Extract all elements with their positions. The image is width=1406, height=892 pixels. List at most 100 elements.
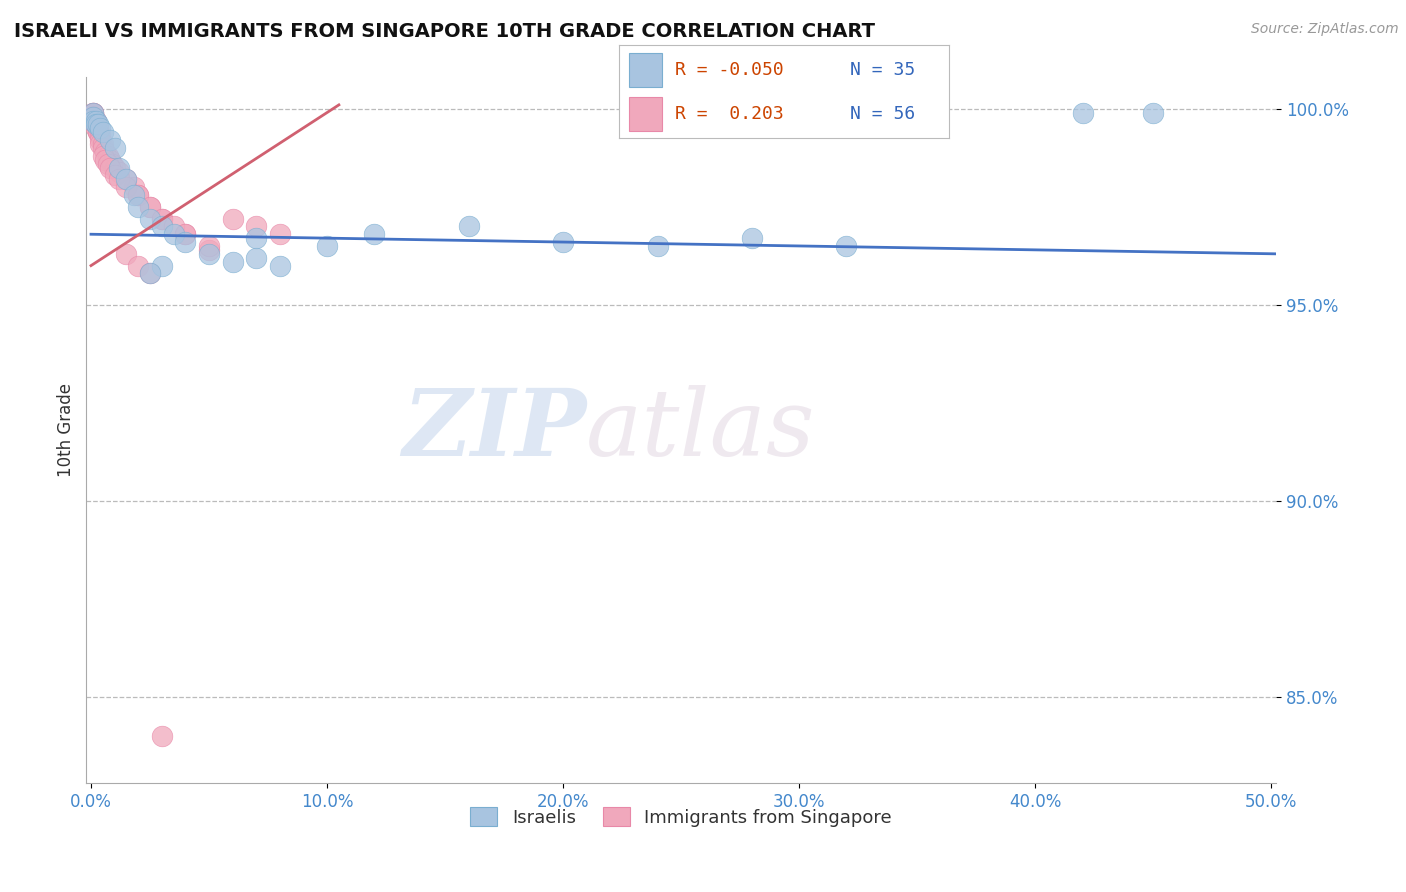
Point [91,149,114,163]
Point [82,110,104,124]
Point [457,219,479,234]
Point [150,211,173,226]
Point [127,200,149,214]
Point [198,243,221,257]
Point [139,267,162,281]
Text: R =  0.203: R = 0.203 [675,105,783,123]
Point [98,161,121,175]
Point [269,227,291,242]
Point [84,113,107,128]
Point [104,141,127,155]
Point [84,113,107,128]
Point [139,200,162,214]
Point [1142,105,1164,120]
Text: ISRAELI VS IMMIGRANTS FROM SINGAPORE 10TH GRADE CORRELATION CHART: ISRAELI VS IMMIGRANTS FROM SINGAPORE 10T… [14,22,875,41]
Point [84,118,107,132]
Point [82,110,104,124]
Point [162,219,184,234]
Point [127,259,149,273]
Point [98,133,121,147]
Point [363,227,385,242]
Point [198,239,221,253]
Text: ZIP: ZIP [402,385,586,475]
Point [82,105,104,120]
Point [84,113,107,128]
Point [150,259,173,273]
Point [174,227,197,242]
Point [150,211,173,226]
Point [245,231,267,245]
Point [221,254,243,268]
Point [89,133,111,147]
Bar [628,53,662,87]
Point [84,121,107,136]
Point [104,169,127,183]
Point [174,227,197,242]
Point [269,259,291,273]
Point [82,105,104,120]
Point [84,118,107,132]
Point [98,153,121,167]
Point [108,172,131,186]
Text: Source: ZipAtlas.com: Source: ZipAtlas.com [1251,22,1399,37]
Point [139,267,162,281]
Point [245,251,267,265]
Point [84,118,107,132]
Point [82,110,104,124]
Point [82,110,104,124]
Point [94,153,117,167]
Point [115,172,138,186]
Point [139,200,162,214]
Point [115,172,138,186]
Y-axis label: 10th Grade: 10th Grade [58,384,75,477]
Point [245,219,267,234]
Point [96,156,118,170]
Point [101,156,124,170]
Point [82,113,104,128]
Point [150,219,173,234]
Point [82,105,104,120]
Point [94,145,117,159]
Point [84,118,107,132]
Point [91,125,114,139]
Point [122,188,145,202]
Point [87,125,110,139]
Point [150,729,173,743]
Point [122,180,145,194]
Point [1071,105,1094,120]
Text: N = 56: N = 56 [849,105,915,123]
Point [89,137,111,152]
Bar [628,97,662,131]
Point [127,188,149,202]
Point [139,211,162,226]
Point [82,105,104,120]
Point [89,129,111,144]
Point [174,235,197,249]
Point [91,141,114,155]
Point [316,239,339,253]
Point [553,235,575,249]
Point [221,211,243,226]
Point [87,121,110,136]
Point [108,164,131,178]
Point [82,113,104,128]
Text: R = -0.050: R = -0.050 [675,61,783,78]
Point [87,125,110,139]
Legend: Israelis, Immigrants from Singapore: Israelis, Immigrants from Singapore [463,800,900,834]
Point [162,227,184,242]
Point [87,118,110,132]
Point [647,239,669,253]
Point [127,188,149,202]
Point [115,247,138,261]
Point [96,149,118,163]
Point [115,180,138,194]
Point [741,231,763,245]
Point [108,161,131,175]
Point [104,161,127,175]
Text: N = 35: N = 35 [849,61,915,78]
Point [434,807,457,822]
Point [91,137,114,152]
Point [198,247,221,261]
Text: atlas: atlas [586,385,815,475]
Point [82,113,104,128]
